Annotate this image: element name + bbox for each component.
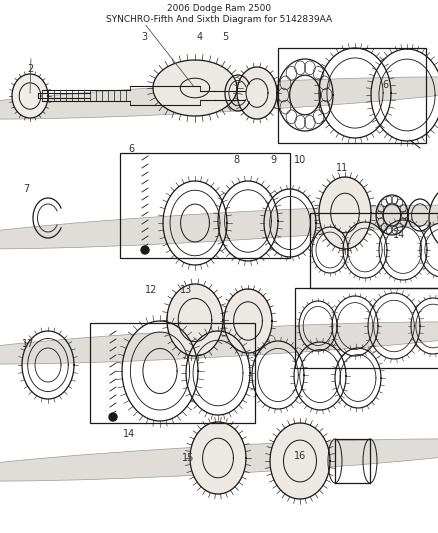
Text: 11: 11 — [336, 163, 348, 173]
Bar — [310, 213, 438, 288]
Polygon shape — [224, 289, 272, 353]
Polygon shape — [167, 284, 223, 356]
Text: 12: 12 — [145, 286, 157, 295]
Text: 5: 5 — [223, 33, 229, 42]
Polygon shape — [237, 67, 277, 119]
Text: 13: 13 — [180, 286, 192, 295]
Polygon shape — [190, 422, 246, 494]
Text: 9: 9 — [271, 155, 277, 165]
Text: 6: 6 — [128, 144, 134, 154]
Bar — [278, 48, 426, 143]
Bar — [90, 323, 255, 423]
Text: 7: 7 — [23, 184, 29, 194]
Text: 14: 14 — [392, 230, 405, 239]
Text: 6: 6 — [382, 80, 389, 90]
Polygon shape — [319, 177, 371, 249]
Text: 16: 16 — [294, 451, 306, 461]
Circle shape — [141, 246, 149, 254]
Bar — [120, 153, 290, 258]
Text: 14: 14 — [123, 430, 135, 439]
Circle shape — [109, 413, 117, 421]
Ellipse shape — [0, 322, 438, 364]
Ellipse shape — [0, 439, 438, 481]
Text: 8: 8 — [233, 155, 240, 165]
Text: 15: 15 — [182, 454, 194, 463]
Text: 4: 4 — [196, 33, 202, 42]
Text: 17: 17 — [22, 339, 35, 349]
Polygon shape — [153, 60, 237, 116]
Text: 2006 Dodge Ram 2500
SYNCHRO-Fifth And Sixth Diagram for 5142839AA: 2006 Dodge Ram 2500 SYNCHRO-Fifth And Si… — [106, 4, 332, 25]
Text: 2: 2 — [28, 64, 34, 74]
Text: 10: 10 — [294, 155, 306, 165]
Ellipse shape — [0, 205, 438, 249]
Text: 3: 3 — [141, 33, 148, 42]
Ellipse shape — [0, 77, 438, 119]
Bar — [295, 288, 438, 368]
Polygon shape — [12, 74, 48, 118]
Polygon shape — [270, 423, 330, 499]
